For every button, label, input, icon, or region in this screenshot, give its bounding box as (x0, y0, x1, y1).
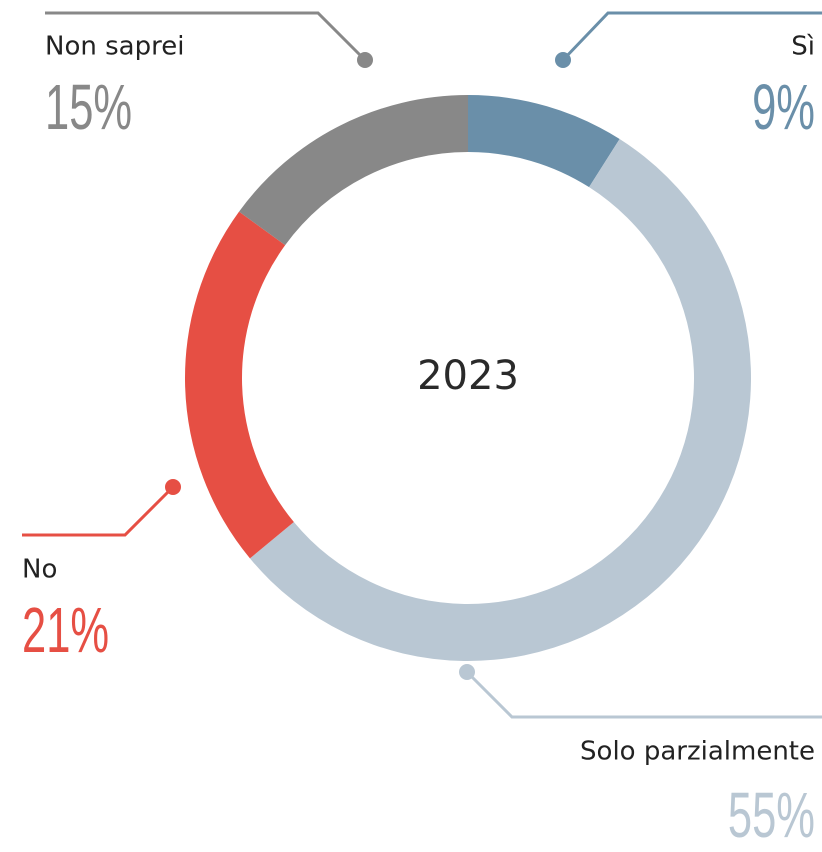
category-label: Non saprei (45, 32, 184, 62)
value-label: 21% (22, 593, 109, 666)
donut-segment (468, 95, 620, 188)
leader-dot (165, 479, 181, 495)
leader-line (45, 11, 367, 62)
category-label: Solo parzialmente (580, 737, 815, 767)
leader-dot (459, 664, 475, 680)
value-label-group: 15% (45, 70, 132, 143)
leader-dot (357, 52, 373, 68)
leader-line (465, 670, 822, 719)
leader-dot (555, 52, 571, 68)
value-label-group: 9% (752, 70, 815, 143)
donut-segment (185, 211, 294, 559)
center-label: 2023 (417, 353, 519, 399)
category-label: Sì (791, 32, 815, 62)
value-label-group: 21% (22, 593, 109, 666)
donut-segment (249, 139, 752, 662)
leader-line (22, 485, 175, 537)
category-label: No (22, 555, 57, 585)
value-label: 55% (728, 778, 815, 851)
leader-line (561, 11, 822, 62)
value-label: 15% (45, 70, 132, 143)
donut-segment (239, 95, 468, 246)
value-label: 9% (752, 70, 815, 143)
value-label-group: 55% (728, 778, 815, 851)
